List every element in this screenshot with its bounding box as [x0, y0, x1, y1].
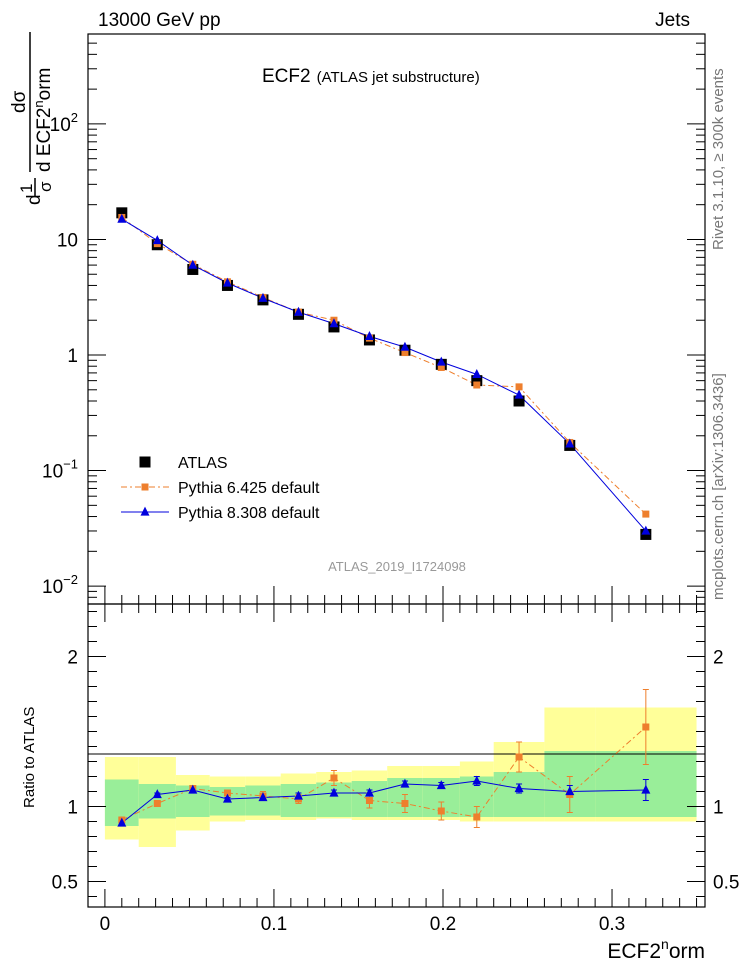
legend-label: Pythia 8.308 default: [178, 505, 320, 522]
y-label-frac1-num: 1: [17, 184, 36, 193]
py6-ratio-point: [473, 813, 481, 821]
header-left-label: 13000 GeV pp: [98, 10, 221, 31]
py8-ratio-point: [565, 786, 575, 796]
y-tick-label: 10: [57, 230, 78, 251]
analysis-id-label: ATLAS_2019_I1724098: [328, 559, 466, 574]
py8-point: [152, 235, 162, 245]
y-tick-label: 102: [50, 110, 78, 136]
py8-point: [117, 213, 127, 223]
legend-py6-marker: [141, 483, 149, 491]
py8-point: [258, 292, 268, 302]
x-tick-label: 0: [100, 914, 111, 935]
ratio-y-tick-label: 2: [67, 648, 78, 669]
x-axis-label: ECF2norm: [607, 936, 705, 963]
py8-point: [565, 438, 575, 448]
py6-ratio-line: [121, 726, 647, 821]
py8-point: [436, 356, 446, 366]
atlas-point: [513, 395, 525, 407]
py6-ratio-point: [437, 807, 445, 815]
main-plot-panel: 10−2 10−1 1 10 102 ECF2 (ATLAS jet substructu…: [42, 33, 706, 605]
py8-ratio-point: [400, 778, 410, 788]
py8-point: [641, 525, 651, 535]
py6-point: [401, 349, 409, 357]
ratio-plot-panel: 0.5 0.5 1 1 2 2 0 0.1 0.2 0.3: [52, 603, 739, 935]
atlas-point: [116, 207, 128, 219]
header-right-label: Jets: [655, 10, 690, 31]
atlas-point: [471, 375, 483, 387]
py6-ratio-point: [401, 800, 409, 807]
py8-line: [121, 218, 647, 532]
py8-ratio-point: [436, 780, 446, 790]
y-label-prefix: d: [24, 194, 45, 205]
x-tick-label: 0.1: [261, 914, 287, 935]
y-tick-label: 10−2: [42, 572, 78, 598]
py6-ratio-point: [515, 753, 523, 761]
ratio-y-tick-label-right: 0.5: [713, 873, 739, 894]
ratio-y-tick-label: 1: [67, 798, 78, 819]
py8-ratio-point: [364, 787, 374, 797]
py8-ratio-point: [117, 817, 127, 827]
py6-ratio-point: [365, 797, 373, 804]
py6-ratio-point: [330, 774, 338, 782]
y-tick-label: 10−1: [42, 457, 78, 483]
py8-point: [364, 330, 374, 340]
py8-point: [188, 259, 198, 269]
py6-ratio-point: [153, 800, 161, 807]
py6-point: [473, 381, 481, 389]
py8-ratio-point: [188, 784, 198, 794]
py6-ratio-point: [642, 723, 650, 731]
atlas-point: [187, 263, 199, 275]
legend-label: Pythia 6.425 default: [178, 480, 320, 497]
y-label-frac1-den: σ: [36, 181, 55, 192]
py8-point: [222, 277, 232, 287]
py6-point: [515, 383, 523, 391]
x-tick-label: 0.2: [430, 914, 456, 935]
y-label-frac2-num: dσ: [9, 90, 30, 113]
mcplots-label: mcplots.cern.ch [arXiv:1306.3436]: [710, 373, 727, 600]
rivet-version-label: Rivet 3.1.10, ≥ 300k events: [710, 68, 727, 250]
ratio-y-tick-label-right: 1: [713, 798, 724, 819]
x-tick-label: 0.3: [599, 914, 625, 935]
py8-point: [400, 341, 410, 351]
py6-ratio-point: [223, 789, 231, 797]
ratio-band-inner: [493, 772, 545, 817]
py8-ratio-point: [514, 783, 524, 793]
py8-ratio-line: [121, 780, 646, 824]
py6-point: [642, 510, 650, 518]
ratio-y-axis-label: Ratio to ATLAS: [21, 707, 38, 808]
main-y-axis-label: d 1 σ dσ d ECF2norm: [9, 32, 55, 205]
py8-ratio-point: [329, 787, 339, 797]
legend-label: ATLAS: [178, 455, 228, 472]
py8-ratio-point: [472, 775, 482, 785]
py8-ratio-point: [293, 790, 303, 800]
ratio-y-tick-label-right: 2: [713, 648, 724, 669]
legend: ATLAS Pythia 6.425 default Pythia 8.308 de…: [121, 455, 320, 522]
py8-point: [329, 318, 339, 328]
py8-ratio-point: [222, 793, 232, 803]
y-tick-label: 1: [67, 346, 78, 367]
legend-atlas-marker: [139, 456, 151, 468]
py6-point: [437, 363, 445, 371]
py8-ratio-point: [258, 792, 268, 802]
py8-ratio-point: [641, 784, 651, 794]
py8-ratio-point: [152, 789, 162, 799]
py8-point: [514, 389, 524, 399]
ratio-y-tick-label: 0.5: [52, 873, 78, 894]
y-label-frac2-den: d ECF2norm: [31, 68, 55, 172]
legend-py8-marker: [140, 506, 150, 516]
py6-line: [121, 217, 647, 515]
plot-title: ECF2 (ATLAS jet substructure): [262, 66, 480, 87]
py8-point: [472, 368, 482, 378]
py8-point: [293, 306, 303, 316]
